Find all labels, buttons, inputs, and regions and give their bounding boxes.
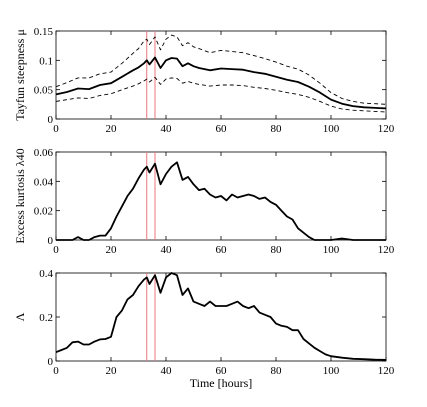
series-line xyxy=(56,161,386,241)
x-tick-label: 40 xyxy=(161,123,173,135)
x-tick-label: 20 xyxy=(106,123,118,135)
x-tick-label: 120 xyxy=(378,365,395,377)
x-tick-label: 100 xyxy=(323,123,340,135)
x-tick-label: 40 xyxy=(161,365,173,377)
x-tick-label: 100 xyxy=(323,365,340,377)
x-tick-label: 80 xyxy=(271,244,283,256)
y-tick-label: 0.06 xyxy=(34,147,54,159)
y-tick-label: 0 xyxy=(48,114,54,126)
axes-frame xyxy=(55,272,387,362)
panel-excess-kurtosis: 0 20 40 60 80 100 120 0 0.02 0.04 0.06 Excess kurto… xyxy=(13,147,395,256)
y-tick-label: 0.4 xyxy=(39,268,53,280)
panel-tayfun-steepness: 0 20 40 60 80 100 120 0 0.05 0.1 0.15 Tayfun steepn… xyxy=(13,26,395,135)
y-tick-label: 0.15 xyxy=(34,26,54,38)
x-axis-label: Time [hours] xyxy=(190,376,253,390)
series-line xyxy=(55,272,387,361)
panel-lambda: 0 20 40 60 80 100 120 0 0.2 0.4 Λ Time [hours] xyxy=(13,268,395,390)
x-tick-label: 20 xyxy=(106,365,118,377)
x-tick-label: 0 xyxy=(53,123,59,135)
confidence-bound-line xyxy=(55,76,387,113)
y-tick-label: 0.04 xyxy=(34,176,54,188)
y-tick-label: 0.05 xyxy=(34,85,54,97)
y-tick-label: 0.1 xyxy=(39,55,53,67)
x-tick-label: 20 xyxy=(106,244,118,256)
x-tick-label: 40 xyxy=(161,244,173,256)
confidence-bound-line xyxy=(55,34,387,105)
x-tick-label: 80 xyxy=(271,365,283,377)
y-tick-label: 0.2 xyxy=(39,312,53,324)
y-tick-label: 0 xyxy=(48,235,54,247)
x-tick-label: 120 xyxy=(378,244,395,256)
x-tick-label: 80 xyxy=(271,123,283,135)
y-axis-label: Excess kurtosis λ40 xyxy=(13,148,27,243)
x-tick-label: 0 xyxy=(53,365,59,377)
x-tick-label: 60 xyxy=(216,123,228,135)
x-tick-label: 60 xyxy=(216,244,228,256)
x-tick-label: 100 xyxy=(323,244,340,256)
y-axis-label: Tayfun steepness μ xyxy=(13,29,27,121)
x-tick-label: 120 xyxy=(378,123,395,135)
axes-frame xyxy=(55,30,387,120)
series-line xyxy=(55,56,387,110)
x-tick-label: 0 xyxy=(53,244,59,256)
y-axis-label: Λ xyxy=(13,312,27,321)
x-tick-label: 60 xyxy=(216,365,228,377)
y-tick-label: 0 xyxy=(48,356,54,368)
y-tick-label: 0.02 xyxy=(34,206,53,218)
